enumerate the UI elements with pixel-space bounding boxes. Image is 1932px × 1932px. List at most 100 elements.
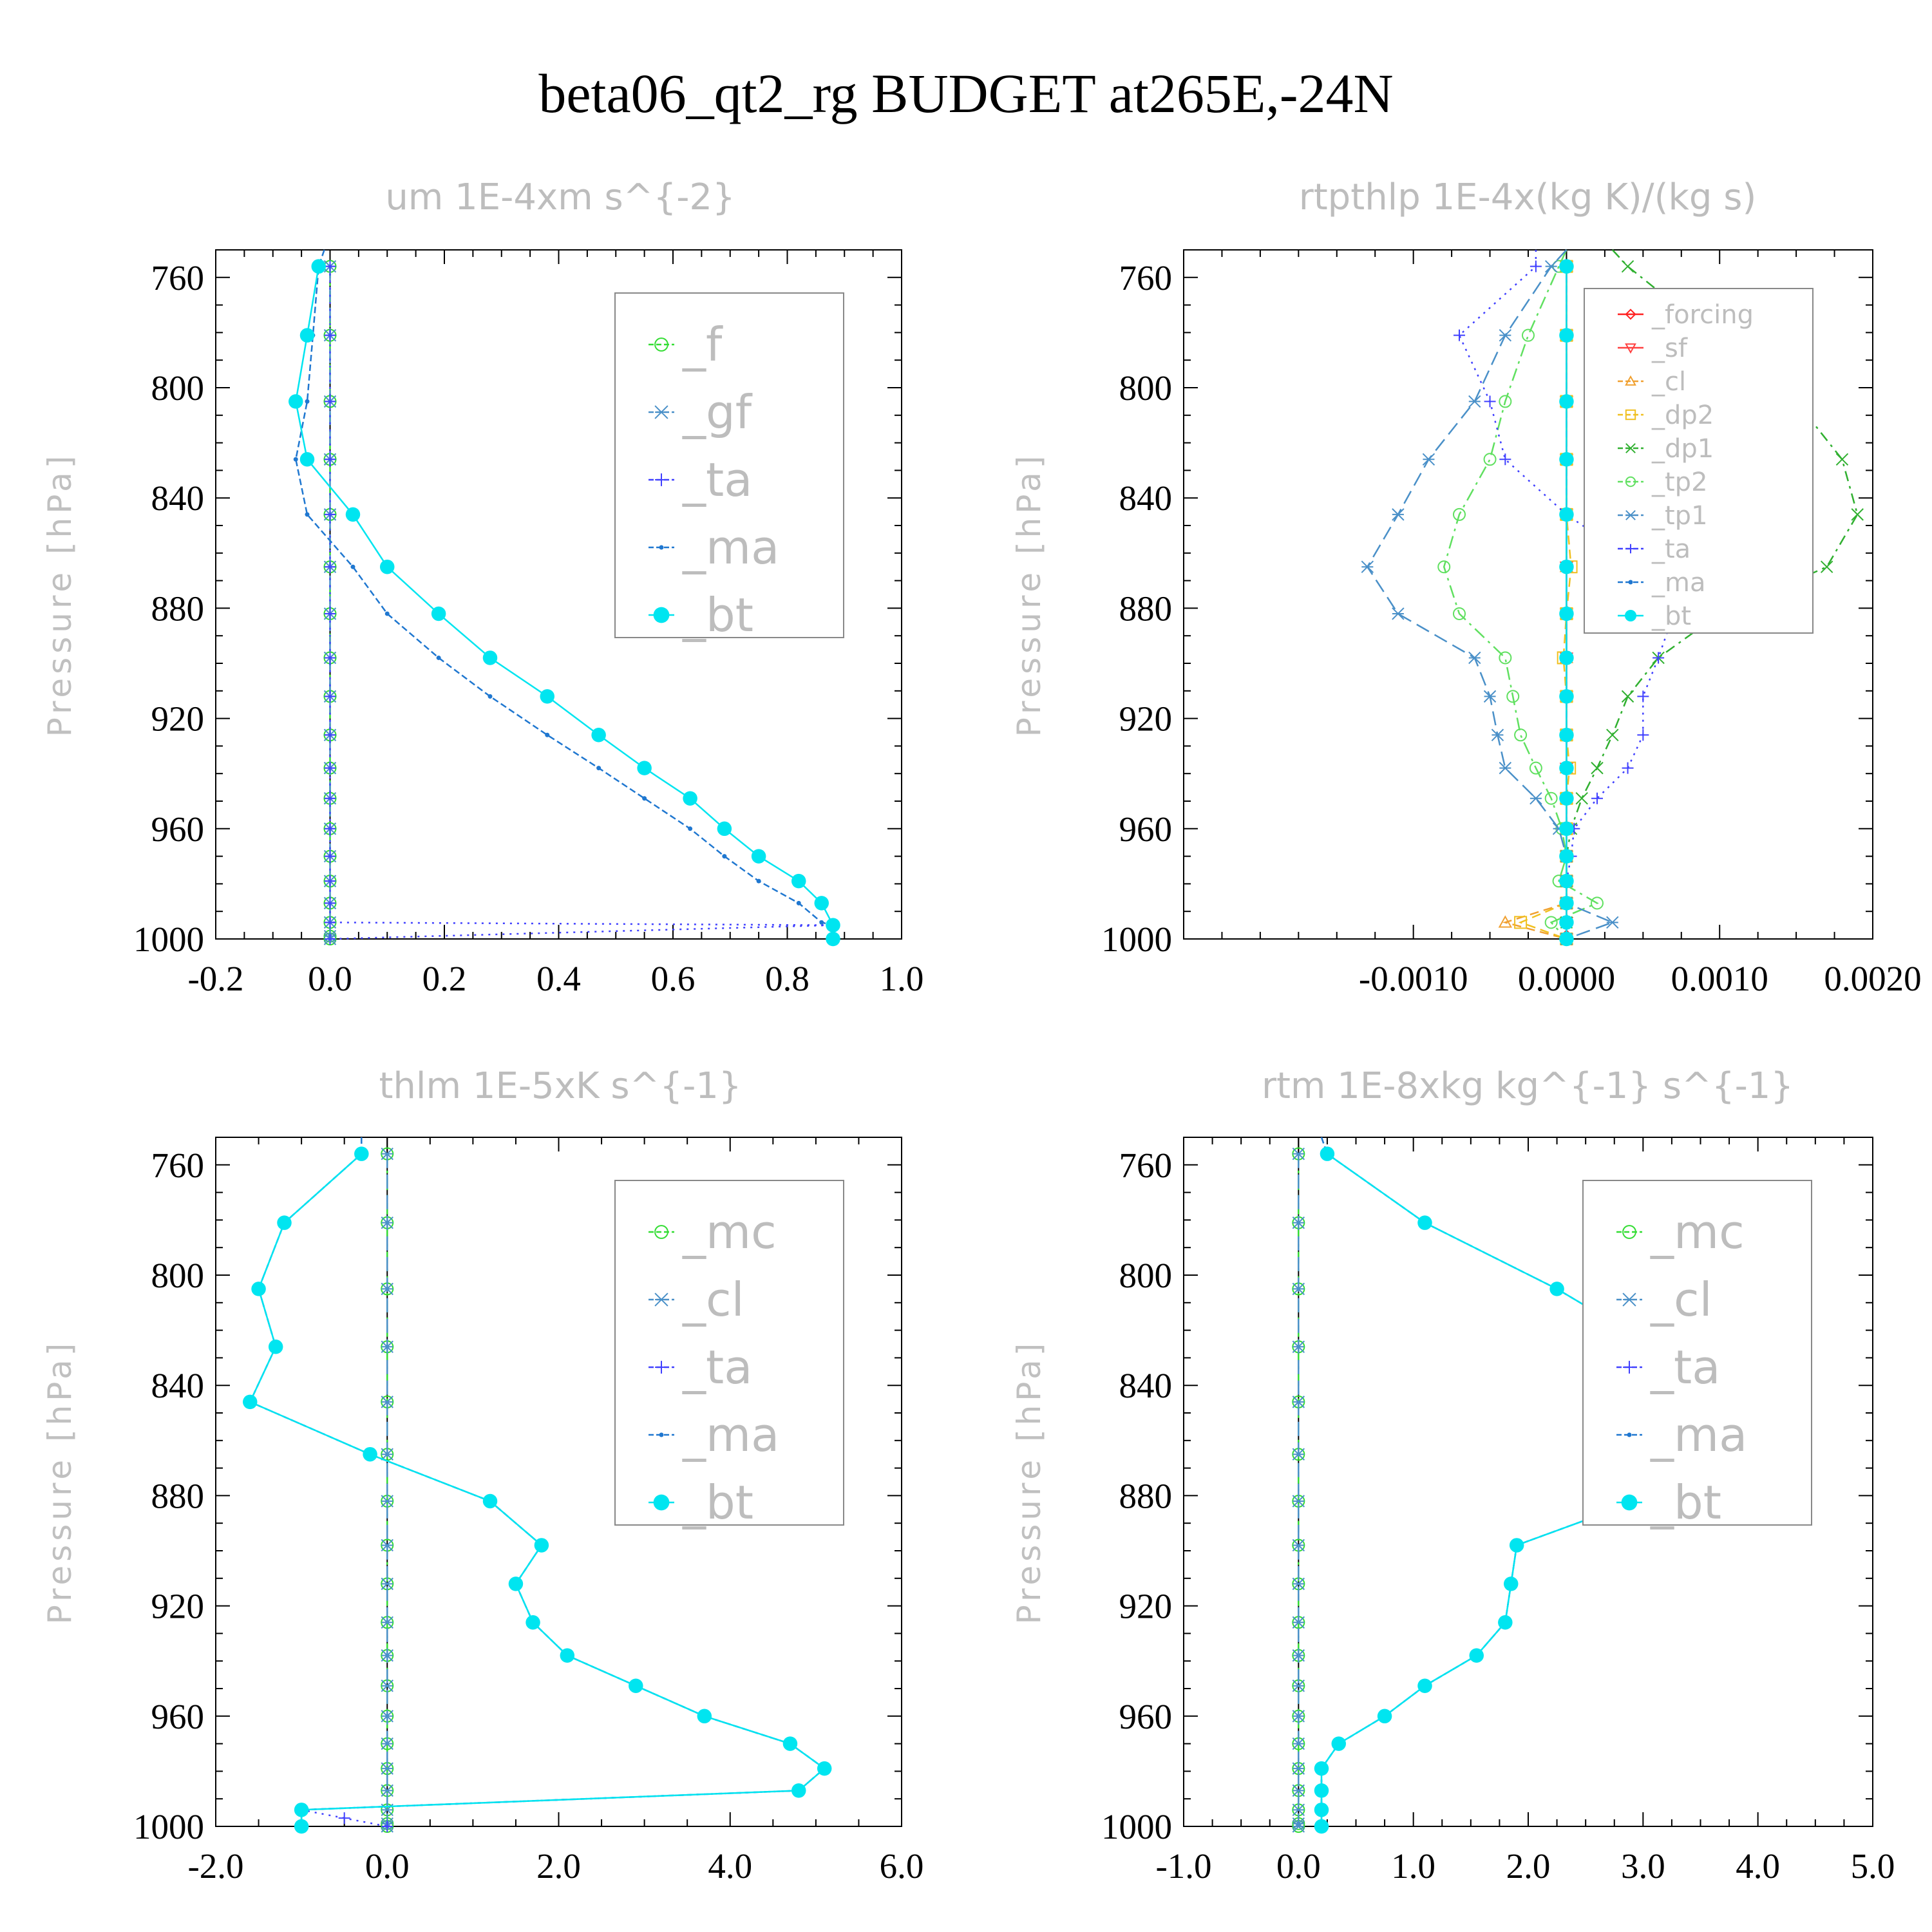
x-tick-label: 0.0: [1276, 1846, 1321, 1886]
data-point: [311, 259, 326, 274]
data-point: [324, 329, 336, 341]
legend-label: _ta: [682, 453, 752, 507]
data-point: [1292, 1803, 1305, 1817]
data-point: [380, 559, 395, 574]
data-point: [289, 394, 303, 409]
data-point: [381, 1821, 393, 1832]
data-point: [540, 689, 554, 704]
y-axis-label: Pressure [hPa]: [41, 452, 79, 737]
legend-marker: [655, 473, 668, 486]
panel-title: thlm 1E-5xK s^{-1}: [379, 1065, 741, 1107]
data-point: [324, 607, 336, 620]
data-point: [782, 1736, 798, 1751]
data-point: [1392, 607, 1405, 620]
data-point: [1292, 1737, 1305, 1750]
legend-label: _sf: [1651, 334, 1688, 363]
data-point: [1314, 1819, 1329, 1834]
panel-2: rtpthlp 1E-4x(kg K)/(kg s) Pressure [hPa]…: [1010, 176, 1922, 998]
x-tick-label: 4.0: [1736, 1846, 1780, 1886]
data-point: [381, 1147, 393, 1160]
x-tick-label: -0.0010: [1359, 959, 1468, 998]
data-point: [1292, 1539, 1305, 1552]
data-point: [1506, 690, 1520, 703]
data-point: [1292, 1396, 1305, 1408]
data-point: [1491, 728, 1504, 741]
legend-marker: [655, 1361, 668, 1374]
data-point: [591, 728, 606, 743]
legend-label: _forcing: [1651, 300, 1754, 330]
legend-item: _ma: [1616, 1408, 1747, 1462]
data-point: [324, 822, 336, 835]
legend-marker: [1625, 544, 1636, 554]
data-point: [1292, 1577, 1305, 1591]
legend-label: _ta: [682, 1340, 752, 1394]
series-cl: [381, 1147, 393, 1833]
data-point: [826, 931, 840, 947]
data-point: [1835, 453, 1849, 466]
legend-marker: [1627, 1432, 1632, 1437]
data-point: [1292, 1762, 1305, 1775]
data-point: [324, 850, 336, 862]
y-tick-label: 760: [1119, 258, 1173, 298]
series-dp2: [1514, 260, 1578, 945]
data-point: [1320, 1146, 1335, 1161]
y-tick-label: 880: [151, 1476, 205, 1515]
data-point: [545, 732, 550, 737]
legend-label: _cl: [1650, 1273, 1712, 1327]
data-point: [817, 1761, 832, 1776]
series-cl: [1292, 1147, 1305, 1833]
x-tick-label: -1.0: [1155, 1846, 1211, 1886]
legend-label: _cl: [682, 1273, 744, 1327]
data-point: [826, 918, 840, 933]
legend-label: _tp1: [1651, 501, 1708, 531]
legend-marker: [1625, 375, 1636, 386]
data-point: [384, 611, 390, 616]
data-point: [1591, 896, 1604, 910]
data-point: [1453, 507, 1466, 521]
legend-item: _tp1: [1618, 501, 1708, 531]
legend-label: _dp2: [1651, 401, 1714, 430]
x-tick-label: 0.0020: [1824, 959, 1921, 998]
series-ta: [324, 260, 839, 945]
data-point: [1637, 729, 1649, 741]
legend: _mc _cl _ta _ma _bt: [614, 1180, 844, 1530]
data-point: [324, 652, 336, 664]
legend-label: _bt: [682, 1475, 753, 1530]
data-point: [324, 875, 336, 887]
data-point: [381, 1737, 393, 1750]
data-point: [305, 399, 310, 404]
data-point: [1622, 762, 1634, 774]
data-point: [1522, 328, 1535, 342]
data-point: [1292, 1147, 1305, 1160]
data-point: [1292, 1710, 1305, 1723]
panel-title: rtpthlp 1E-4x(kg K)/(kg s): [1299, 176, 1757, 218]
legend-marker: [1625, 343, 1636, 354]
series-tp2: [1437, 249, 1604, 945]
legend-marker: [654, 405, 668, 419]
panel-4: rtm 1E-8xkg kg^{-1} s^{-1} Pressure [hPa]…: [1010, 1065, 1895, 1886]
y-tick-label: 880: [1119, 589, 1173, 628]
legend-item: _ta: [649, 453, 752, 507]
legend-item: _bt: [649, 588, 753, 642]
legend-label: _bt: [1651, 601, 1691, 631]
data-point: [1820, 560, 1833, 573]
data-point: [1544, 916, 1558, 929]
data-point: [1559, 606, 1574, 621]
data-point: [1621, 690, 1634, 703]
data-point: [381, 1282, 393, 1296]
data-point: [1559, 931, 1574, 947]
data-point: [819, 920, 824, 925]
data-point: [1499, 761, 1512, 775]
legend-box: [614, 1180, 844, 1526]
y-tick-label: 800: [151, 1256, 205, 1295]
data-point: [637, 761, 652, 775]
data-point: [534, 1538, 549, 1553]
legend-label: _mc: [1650, 1205, 1745, 1259]
data-point: [1559, 259, 1574, 274]
series-line: [295, 249, 834, 939]
data-point: [1559, 689, 1574, 704]
x-tick-label: 0.0000: [1518, 959, 1615, 998]
x-tick-label: -2.0: [187, 1846, 243, 1886]
x-tick-label: 0.8: [765, 959, 810, 998]
